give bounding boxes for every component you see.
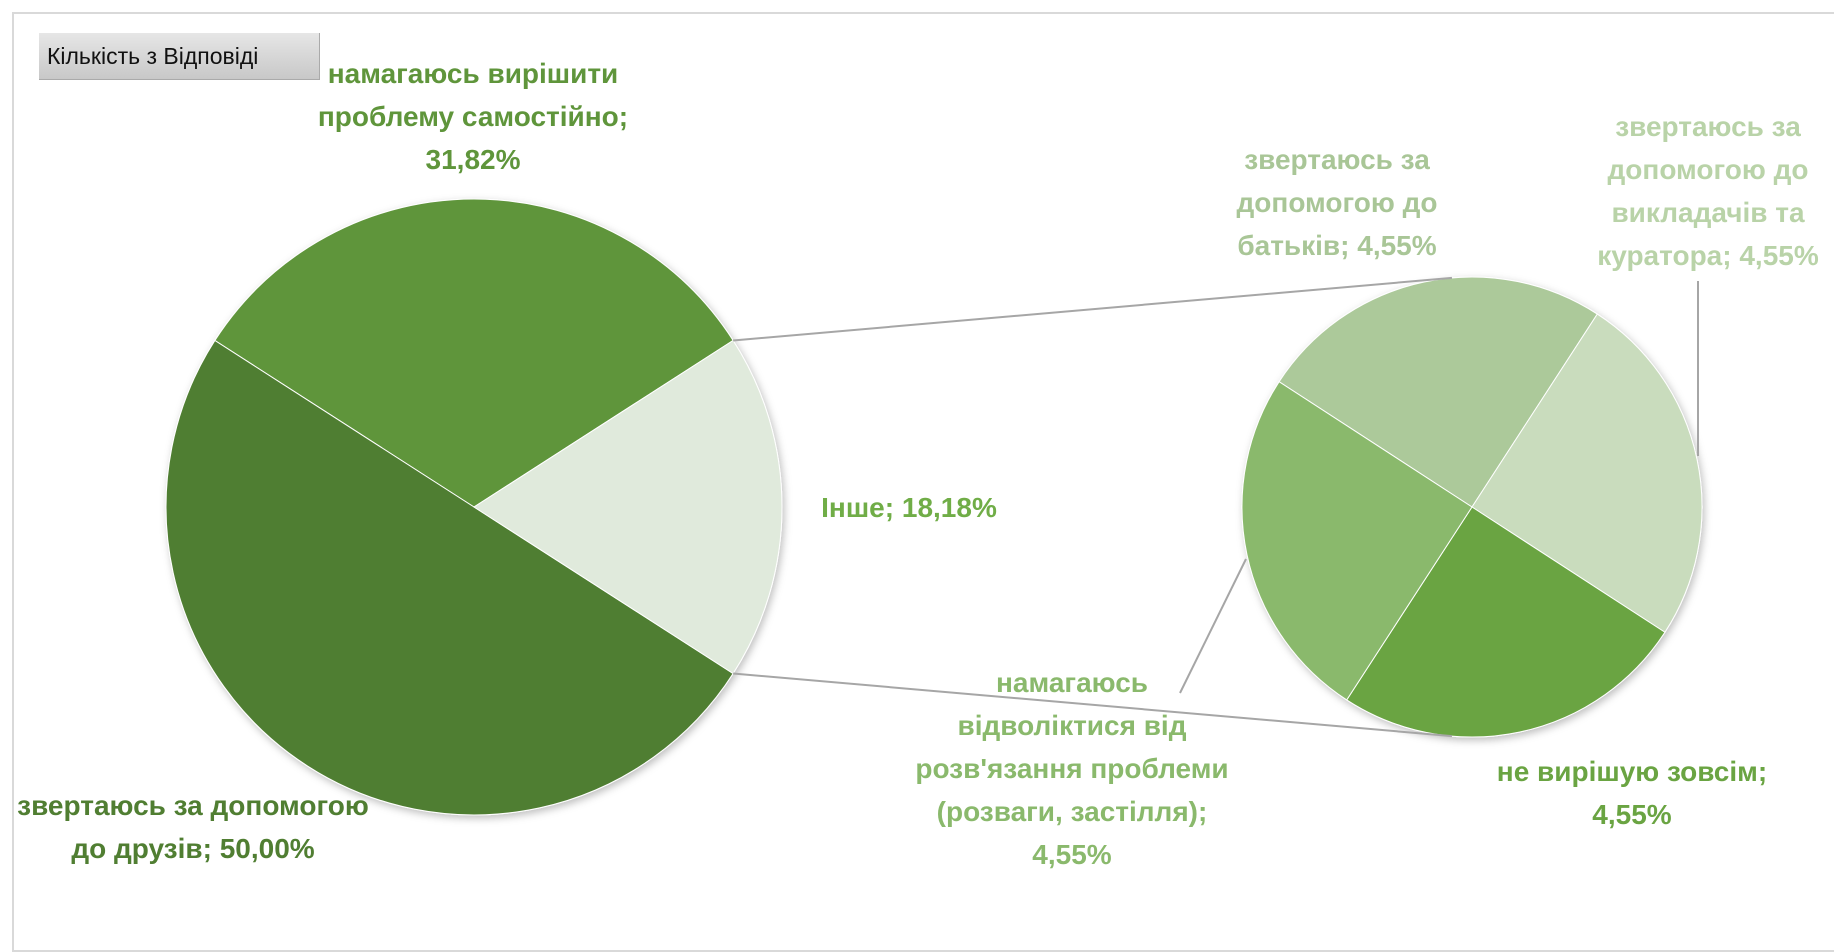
label-part: Інше xyxy=(821,492,885,523)
field-button[interactable]: Кількість з Відповіді xyxy=(39,33,320,80)
data-label: звертаюсь за допомогою до друзів; 50,00% xyxy=(0,784,388,870)
label-part: намагаюсь відволіктися від розв'язання п… xyxy=(915,667,1237,827)
primary-pie xyxy=(165,198,783,816)
pie-slice xyxy=(1346,506,1666,738)
connector-line xyxy=(733,276,1453,342)
label-part: 50,00% xyxy=(219,833,315,864)
chart xyxy=(165,198,1703,816)
data-label: звертаюсь за допомогою до викладачів та … xyxy=(1586,105,1831,277)
label-part: 31,82% xyxy=(425,144,521,175)
label-part: звертаюсь за допомогою до друзів xyxy=(17,790,377,864)
data-label: не вирішую зовсім; 4,55% xyxy=(1467,750,1797,836)
label-part: ; xyxy=(202,833,220,864)
label-part: 4,55% xyxy=(1739,240,1819,271)
label-part: 4,55% xyxy=(1032,839,1112,870)
data-label: Інше; 18,18% xyxy=(779,486,1039,529)
secondary-pie xyxy=(1241,276,1703,738)
label-part: ; xyxy=(1757,756,1775,787)
page: Кількість з Відповіді (() => { const dat… xyxy=(0,12,1834,952)
label-part: 18,18% xyxy=(901,492,997,523)
label-part: ; xyxy=(1340,230,1358,261)
label-part: ; xyxy=(1198,796,1216,827)
label-part: звертаюсь за допомогою до викладачів та … xyxy=(1597,111,1817,271)
label-part: не вирішую зовсім xyxy=(1496,756,1758,787)
label-part: ; xyxy=(884,492,902,523)
pie-slice xyxy=(1241,381,1473,701)
data-label: намагаюсь відволіктися від розв'язання п… xyxy=(912,661,1232,876)
pie-slice xyxy=(165,339,734,816)
label-part: намагаюсь вирішити проблему самостійно xyxy=(317,58,627,132)
data-label: намагаюсь вирішити проблему самостійно; … xyxy=(293,52,653,181)
label-part: ; xyxy=(618,101,636,132)
label-part: 4,55% xyxy=(1357,230,1437,261)
label-part: 4,55% xyxy=(1592,799,1672,830)
label-part: ; xyxy=(1722,240,1740,271)
pie-slice xyxy=(473,339,783,675)
leader-line xyxy=(1179,558,1247,694)
pie-slice xyxy=(1278,276,1598,508)
pie-slice xyxy=(214,198,734,508)
connector-line xyxy=(733,672,1453,738)
pie-slice xyxy=(1471,313,1703,633)
label-part: звертаюсь за допомогою до батьків xyxy=(1236,144,1446,261)
data-label: звертаюсь за допомогою до батьків; 4,55% xyxy=(1212,138,1462,267)
